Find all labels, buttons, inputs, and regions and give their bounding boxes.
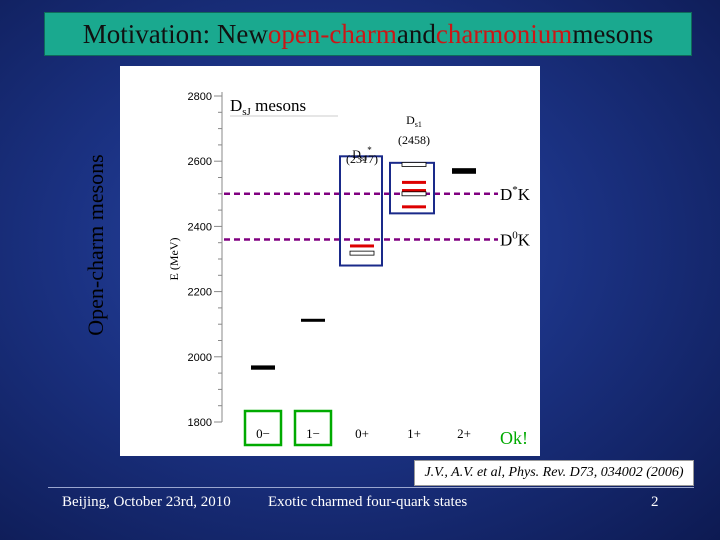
annotation-mass: (2317) xyxy=(346,152,378,166)
footer-page-number: 2 xyxy=(651,494,659,510)
level-bar xyxy=(349,250,375,256)
footer-divider xyxy=(48,487,694,488)
threshold-label: D*K xyxy=(500,184,531,204)
y-tick-label: 2200 xyxy=(188,287,212,299)
level-bar xyxy=(452,168,476,172)
level-bar xyxy=(350,244,374,248)
slide-title: Motivation: New open-charm and charmoniu… xyxy=(44,12,692,56)
level-bar xyxy=(301,318,325,322)
y-tick-label: 2000 xyxy=(188,352,212,364)
footer-event: Beijing, October 23rd, 2010 xyxy=(62,494,231,510)
category-highlight xyxy=(243,409,283,447)
title-text-1: Motivation: New xyxy=(82,18,268,49)
level-bar xyxy=(452,170,476,174)
category-label: 2+ xyxy=(457,426,471,441)
ok-label: Ok! xyxy=(500,428,528,448)
annotation-mass: (2458) xyxy=(398,133,430,147)
annotation-name: DsJ* xyxy=(352,145,372,163)
title-text-5: mesons xyxy=(572,18,654,49)
category-label: 1+ xyxy=(407,426,421,441)
threshold-label: D0K xyxy=(500,229,531,249)
title-text-3: and xyxy=(396,18,436,49)
diagram-header: DsJ mesons xyxy=(230,96,306,118)
y-tick-label: 2800 xyxy=(188,91,212,103)
footer-talk-title: Exotic charmed four-quark states xyxy=(268,494,468,510)
y-tick-label: 2600 xyxy=(188,156,212,168)
level-bar xyxy=(401,191,427,197)
level-bar xyxy=(402,180,426,184)
level-diagram: 1800 2000 2200 2400 2600 2800 E (MeV) DsJ meson… xyxy=(167,91,531,448)
level-bar xyxy=(401,162,427,167)
y-tick-label: 2400 xyxy=(188,221,212,233)
title-text-4: charmonium xyxy=(435,18,573,49)
category-highlight xyxy=(293,409,333,447)
level-bar xyxy=(402,205,426,209)
plot-panel: 1800 2000 2200 2400 2600 2800 E (MeV) DsJ meson… xyxy=(120,66,540,456)
category-label: 1− xyxy=(306,426,320,441)
level-bar xyxy=(402,189,426,193)
side-label: Open-charm mesons xyxy=(83,154,108,336)
level-bar xyxy=(251,366,275,370)
annotation-name: Ds1 xyxy=(406,113,422,129)
y-tick-label: 1800 xyxy=(188,417,212,429)
category-label: 0+ xyxy=(355,426,369,441)
title-text-2: open-charm xyxy=(267,18,397,49)
category-label: 0− xyxy=(256,426,270,441)
citation: J.V., A.V. et al, Phys. Rev. D73, 034002… xyxy=(414,460,694,486)
y-axis-label: E (MeV) xyxy=(167,238,181,281)
box-0plus xyxy=(339,155,383,267)
